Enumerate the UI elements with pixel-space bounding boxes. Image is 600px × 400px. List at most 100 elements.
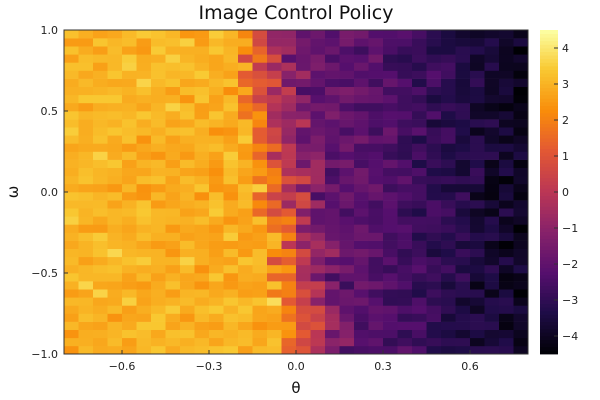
heatmap-cell bbox=[209, 216, 224, 225]
heatmap-cell bbox=[296, 305, 311, 314]
heatmap-cell bbox=[397, 256, 413, 266]
heatmap-cell bbox=[267, 111, 282, 120]
heatmap-cell bbox=[252, 143, 268, 152]
heatmap-cell bbox=[93, 127, 108, 136]
colorbar-segment bbox=[540, 325, 558, 330]
heatmap-cell bbox=[151, 248, 166, 258]
heatmap-cell bbox=[441, 200, 456, 209]
heatmap-cell bbox=[368, 127, 384, 136]
heatmap-cell bbox=[499, 200, 514, 209]
heatmap-cell bbox=[64, 240, 79, 249]
heatmap-cell bbox=[136, 240, 152, 249]
heatmap-cell bbox=[441, 240, 456, 249]
heatmap-cell bbox=[180, 159, 195, 168]
heatmap-cell bbox=[252, 38, 268, 47]
heatmap-cell bbox=[499, 167, 514, 177]
heatmap-cell bbox=[165, 135, 181, 144]
heatmap-cell bbox=[238, 94, 253, 104]
heatmap-cell bbox=[194, 305, 210, 314]
heatmap-cell bbox=[281, 70, 297, 79]
heatmap-cell bbox=[455, 30, 471, 39]
heatmap-cell bbox=[455, 305, 471, 314]
heatmap-cell bbox=[151, 175, 166, 185]
heatmap-cell bbox=[499, 329, 514, 339]
heatmap-cell bbox=[470, 183, 485, 193]
heatmap-cell bbox=[513, 135, 529, 144]
heatmap-cell bbox=[223, 62, 239, 71]
colorbar-segment bbox=[540, 235, 558, 240]
colorbar-segment bbox=[540, 98, 558, 103]
heatmap-cell bbox=[78, 62, 94, 71]
heatmap-cell bbox=[455, 86, 471, 96]
heatmap-cell bbox=[93, 143, 108, 152]
heatmap-cell bbox=[136, 151, 152, 160]
heatmap-cell bbox=[354, 94, 369, 104]
heatmap-cell bbox=[107, 329, 123, 339]
heatmap-cell bbox=[325, 86, 340, 96]
heatmap-cell bbox=[78, 183, 94, 193]
colorbar-segment bbox=[540, 210, 558, 214]
heatmap-cell bbox=[64, 305, 79, 314]
heatmap-cell bbox=[513, 175, 529, 185]
heatmap-cell bbox=[78, 240, 94, 249]
heatmap-cell bbox=[223, 305, 239, 314]
heatmap-cell bbox=[136, 62, 152, 71]
heatmap-cell bbox=[397, 232, 413, 241]
heatmap-cell bbox=[238, 175, 253, 185]
heatmap-cell bbox=[209, 281, 224, 290]
heatmap-cell bbox=[64, 313, 79, 322]
heatmap-cell bbox=[470, 94, 485, 104]
heatmap-cell bbox=[93, 119, 108, 128]
heatmap-cell bbox=[136, 329, 152, 339]
heatmap-cell bbox=[136, 127, 152, 136]
heatmap-cell bbox=[397, 200, 413, 209]
heatmap-cell bbox=[397, 78, 413, 87]
heatmap-cell bbox=[470, 135, 485, 144]
heatmap-cell bbox=[325, 54, 340, 63]
heatmap-cell bbox=[78, 135, 94, 144]
heatmap-cell bbox=[267, 183, 282, 193]
heatmap-cell bbox=[339, 159, 355, 168]
heatmap-cell bbox=[470, 38, 485, 47]
heatmap-cell bbox=[441, 78, 456, 87]
heatmap-cell bbox=[484, 38, 500, 47]
heatmap-cell bbox=[296, 337, 311, 347]
heatmap-cell bbox=[136, 281, 152, 290]
colorbar-segment bbox=[540, 66, 558, 70]
heatmap-cell bbox=[107, 167, 123, 177]
heatmap-cell bbox=[426, 111, 442, 120]
heatmap-cell bbox=[426, 167, 442, 177]
heatmap-cell bbox=[354, 38, 369, 47]
heatmap-cell bbox=[64, 289, 79, 298]
heatmap-cell bbox=[180, 86, 195, 96]
y-tick-label: −0.5 bbox=[31, 267, 58, 280]
heatmap-cell bbox=[383, 273, 398, 282]
heatmap-cell bbox=[383, 313, 398, 322]
heatmap-cell bbox=[397, 46, 413, 55]
heatmap-cell bbox=[93, 216, 108, 225]
heatmap-cell bbox=[368, 70, 384, 79]
heatmap-cell bbox=[412, 192, 427, 201]
heatmap-cell bbox=[151, 321, 166, 330]
colorbar-segment bbox=[540, 37, 558, 42]
heatmap-cell bbox=[93, 273, 108, 282]
heatmap-cell bbox=[107, 78, 123, 87]
heatmap-cell bbox=[136, 192, 152, 201]
heatmap-cell bbox=[238, 135, 253, 144]
heatmap-cell bbox=[223, 183, 239, 193]
heatmap-cell bbox=[209, 102, 224, 112]
heatmap-cell bbox=[310, 38, 326, 47]
heatmap-cell bbox=[209, 313, 224, 322]
heatmap-cell bbox=[441, 337, 456, 347]
heatmap-cell bbox=[194, 273, 210, 282]
heatmap-cell bbox=[426, 159, 442, 168]
heatmap-cell bbox=[136, 321, 152, 330]
heatmap-cell bbox=[325, 151, 340, 160]
heatmap-cell bbox=[78, 94, 94, 104]
heatmap-cell bbox=[151, 127, 166, 136]
heatmap-cell bbox=[238, 78, 253, 87]
heatmap-cell bbox=[238, 321, 253, 330]
heatmap-cell bbox=[339, 62, 355, 71]
heatmap-cell bbox=[180, 216, 195, 225]
heatmap-cell bbox=[64, 337, 79, 347]
